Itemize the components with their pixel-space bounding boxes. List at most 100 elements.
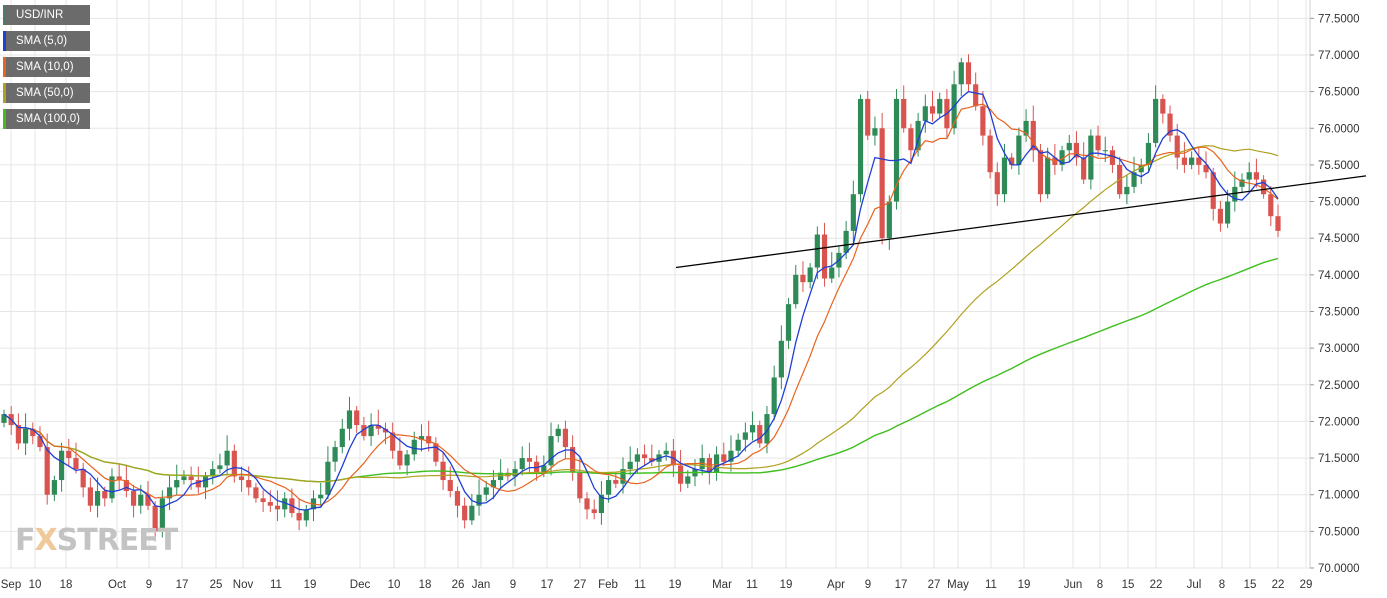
candle-body — [346, 410, 353, 429]
sma-50-line — [10, 145, 1279, 483]
candle-body — [332, 447, 338, 462]
candle-body — [1160, 98, 1166, 114]
candle-body — [411, 439, 417, 455]
candle-body — [224, 450, 230, 466]
legend-item-sma5[interactable]: SMA (5,0) — [3, 31, 90, 51]
candle-body — [238, 476, 245, 481]
candle-body — [1081, 157, 1087, 180]
candle-body — [850, 194, 856, 231]
x-tick-label: Apr — [827, 579, 845, 591]
candle-body — [217, 465, 223, 470]
legend-swatch — [3, 109, 6, 129]
candle-body — [1095, 135, 1101, 151]
candle-body — [570, 447, 576, 473]
sma-5-line — [3, 90, 1279, 511]
trendline — [675, 175, 1367, 269]
y-tick-label: 74.0000 — [1318, 270, 1360, 282]
candle-body — [562, 428, 569, 448]
candle-body — [987, 135, 993, 173]
candle-body — [1261, 179, 1267, 195]
candle-body — [116, 476, 122, 481]
candle-body — [476, 494, 482, 506]
candle-body — [663, 450, 669, 455]
candle-body — [138, 494, 144, 506]
candle-body — [66, 450, 72, 459]
candle-body — [929, 106, 936, 114]
x-tick-label: Oct — [108, 579, 127, 591]
y-tick-label: 75.5000 — [1318, 160, 1360, 172]
candle-body — [857, 98, 864, 195]
legend-item-sma10[interactable]: SMA (10,0) — [3, 57, 90, 77]
candle-body — [591, 509, 597, 514]
y-tick-label: 75.0000 — [1318, 197, 1360, 209]
candle-body — [613, 480, 619, 484]
candle-body — [1153, 98, 1159, 143]
candle-body — [606, 480, 612, 495]
candle-body — [620, 469, 626, 484]
candle-body — [1109, 150, 1116, 165]
x-tick-label: 9 — [865, 579, 871, 591]
x-tick-label: Nov — [233, 579, 254, 591]
candle-body — [469, 505, 475, 521]
legend-swatch — [3, 5, 6, 25]
candle-body — [973, 84, 979, 107]
candle-body — [965, 62, 972, 85]
candle-body — [1174, 135, 1180, 158]
y-tick-label: 76.5000 — [1318, 87, 1360, 99]
x-tick-label: Dec — [350, 579, 371, 591]
candle-body — [649, 458, 655, 462]
legend-item-sma100[interactable]: SMA (100,0) — [3, 109, 90, 129]
candle-body — [354, 410, 360, 426]
x-tick-label: 26 — [452, 579, 465, 591]
candle-body — [1181, 157, 1188, 165]
candle-body — [73, 458, 79, 470]
candle-body — [785, 304, 792, 341]
candle-body — [1167, 113, 1173, 136]
candle-body — [778, 340, 784, 378]
y-tick-label: 76.0000 — [1318, 123, 1360, 135]
candle-body — [1253, 172, 1259, 180]
candle-body — [908, 128, 914, 151]
candle-body — [166, 487, 173, 499]
candle-body — [1225, 201, 1231, 224]
candle-body — [728, 450, 734, 462]
legend-item-sma50[interactable]: SMA (50,0) — [3, 83, 90, 103]
y-tick-label: 77.5000 — [1318, 13, 1360, 25]
candle-body — [980, 106, 986, 136]
x-tick-label: Jul — [1187, 579, 1202, 591]
candle-body — [37, 436, 43, 448]
candle-body — [1232, 186, 1238, 202]
legend-swatch — [3, 83, 6, 103]
x-tick-label: 10 — [388, 579, 401, 591]
candle-body — [51, 480, 57, 495]
y-tick-label: 73.0000 — [1318, 343, 1360, 355]
candle-body — [1268, 194, 1274, 217]
legend-item-usdinr[interactable]: USD/INR — [3, 5, 90, 25]
candle-body — [454, 491, 461, 506]
candle-body — [418, 436, 425, 440]
candle-body — [188, 476, 194, 481]
candle-body — [202, 476, 209, 488]
candle-body — [922, 106, 928, 121]
x-tick-label: Sep — [1, 579, 21, 591]
candle-body — [195, 480, 201, 488]
candle-body — [1037, 150, 1044, 195]
x-tick-label: 11 — [746, 579, 758, 591]
candle-body — [382, 428, 389, 433]
x-tick-label: 19 — [1018, 579, 1031, 591]
candle-body — [814, 234, 820, 268]
candle-body — [519, 458, 525, 470]
candle-body — [404, 454, 410, 466]
candle-body — [296, 513, 302, 521]
chart-legend: USD/INR SMA (5,0) SMA (10,0) SMA (50,0) … — [3, 5, 90, 135]
candle-body — [627, 461, 633, 470]
legend-swatch — [3, 31, 6, 51]
candle-body — [1059, 150, 1065, 165]
x-tick-label: 8 — [1097, 579, 1103, 591]
candle-body — [253, 487, 259, 499]
candle-body — [1239, 179, 1245, 187]
legend-label: USD/INR — [16, 9, 64, 21]
candle-body — [886, 201, 892, 239]
candle-body — [937, 98, 943, 114]
candle-body — [375, 425, 381, 429]
